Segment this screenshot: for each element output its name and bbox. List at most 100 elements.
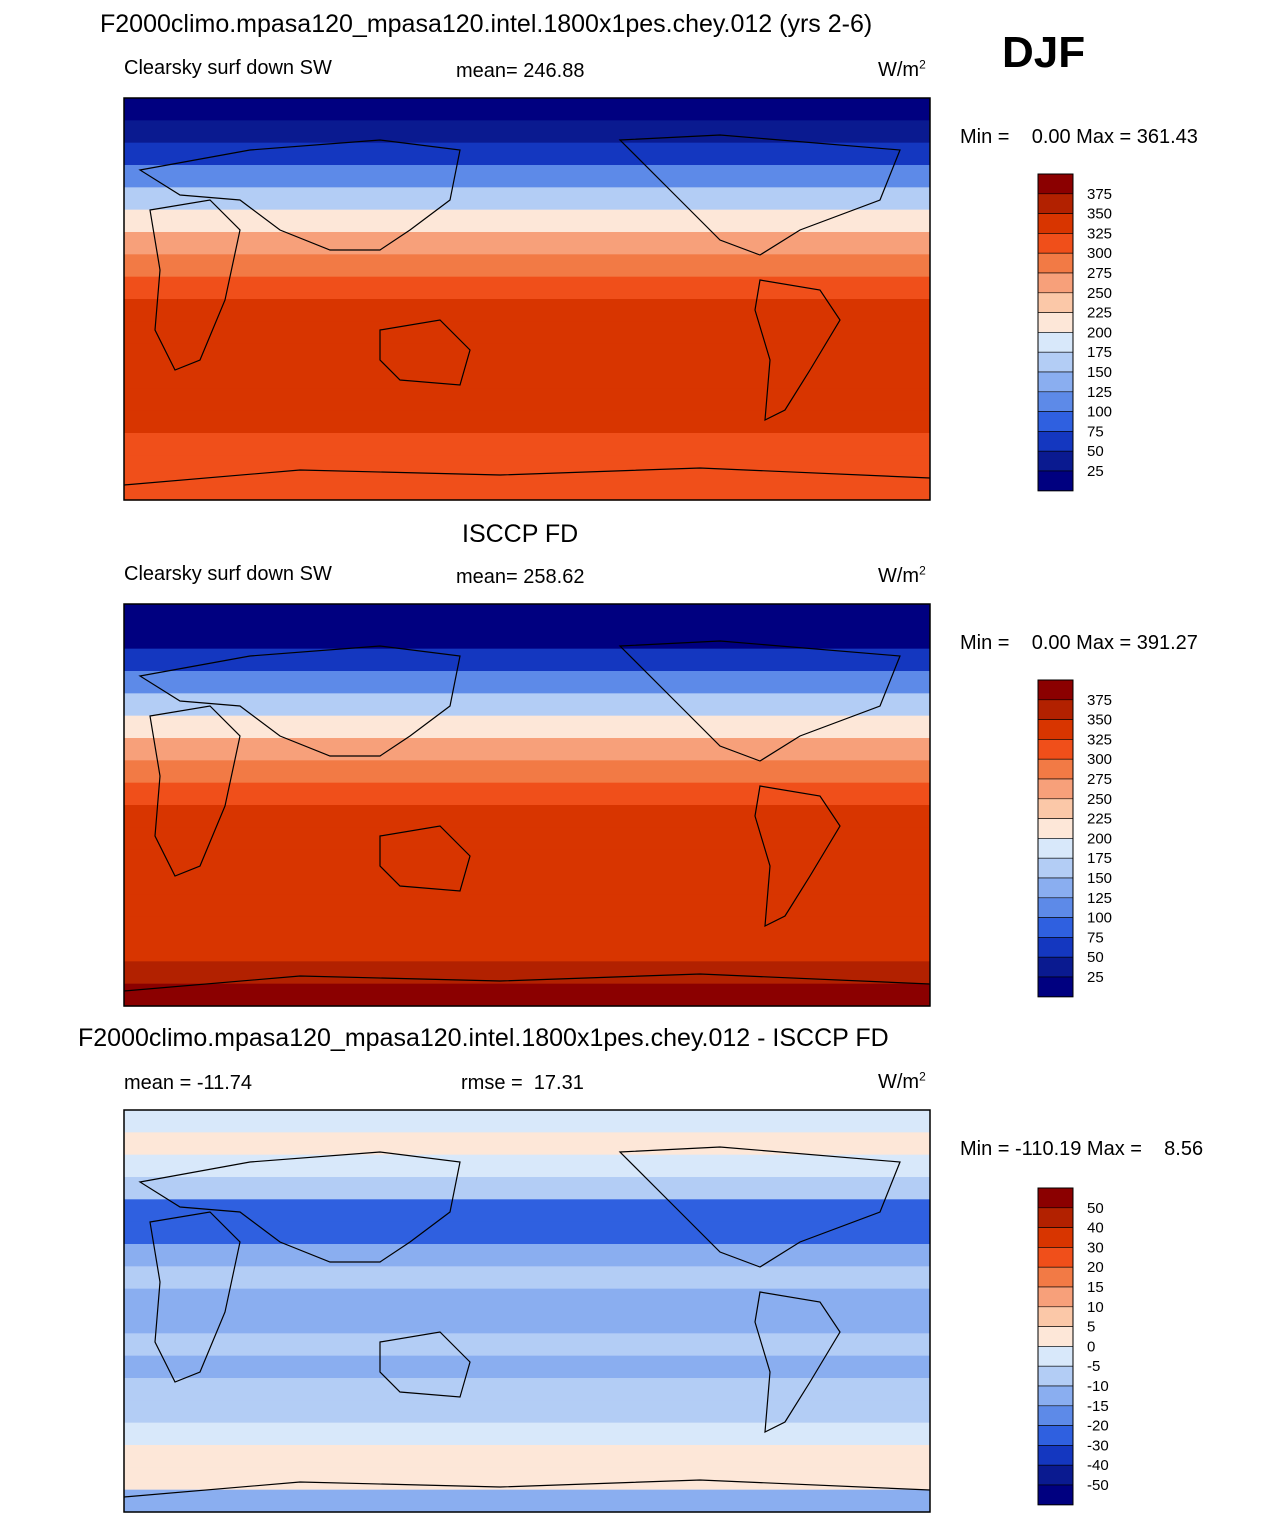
colorbar-tick-label: 325 <box>1087 731 1112 748</box>
map-band <box>124 760 930 784</box>
colorbar-box <box>1037 937 1074 958</box>
map-band <box>124 872 930 895</box>
map-band <box>124 1489 930 1513</box>
colorbar-tick-label: 10 <box>1087 1299 1104 1316</box>
colorbar-tick-label: -10 <box>1087 1378 1109 1395</box>
colorbar-box <box>1037 758 1074 780</box>
colorbar-tick-label: 275 <box>1087 771 1112 788</box>
colorbar-box <box>1037 213 1074 234</box>
colorbar-tick-label: 30 <box>1087 1239 1104 1256</box>
map-band <box>124 1311 930 1334</box>
colorbar-box <box>1037 332 1074 353</box>
diff-rmse-label: rmse = 17.31 <box>461 1072 584 1094</box>
colorbar-tick-label: 350 <box>1087 206 1112 223</box>
colorbar-tick-label: -20 <box>1087 1418 1109 1435</box>
colorbar-box <box>1037 1326 1074 1347</box>
map-band <box>124 1221 930 1245</box>
colorbar-tick-label: 50 <box>1087 1200 1104 1217</box>
map-band <box>124 1199 930 1223</box>
colorbar-box <box>1037 1405 1074 1426</box>
obs-title: ISCCP FD <box>462 520 579 548</box>
map-band <box>124 98 930 121</box>
colorbar-box <box>1037 1266 1074 1288</box>
colorbar-frame <box>1037 1187 1074 1506</box>
map-band <box>124 187 930 211</box>
colorbar-box <box>1037 431 1074 452</box>
colorbar-tick-label: 5 <box>1087 1319 1095 1336</box>
colorbar-box <box>1037 272 1074 294</box>
continent-outline <box>123 1479 931 1498</box>
map-band <box>124 1355 930 1379</box>
colorbar-tick-label: 100 <box>1087 910 1112 927</box>
colorbar-box <box>1037 1286 1074 1308</box>
map-band <box>124 165 930 188</box>
colorbar-box <box>1037 312 1074 333</box>
colorbar-box <box>1037 897 1074 918</box>
map-band <box>124 648 930 672</box>
colorbar-box <box>1037 173 1074 195</box>
map-band <box>124 433 930 456</box>
obs-mean-label: mean= 258.62 <box>456 566 585 588</box>
colorbar-box <box>1037 391 1074 412</box>
continent-outline <box>138 645 461 757</box>
continent-outline <box>379 1331 471 1398</box>
map-band <box>124 827 930 851</box>
map-band <box>124 455 930 479</box>
colorbar-tick-label: 15 <box>1087 1279 1104 1296</box>
map-band <box>124 343 930 367</box>
colorbar-frame <box>1037 679 1074 998</box>
diff-mean-label: mean = -11.74 <box>124 1072 253 1094</box>
map-band <box>124 321 930 345</box>
map-band <box>124 849 930 873</box>
main-title: F2000climo.mpasa120_mpasa120.intel.1800x… <box>100 10 873 38</box>
colorbar-box <box>1037 1207 1074 1228</box>
continent-outline <box>754 279 841 422</box>
colorbar-box <box>1037 292 1074 313</box>
colorbar-box <box>1037 1187 1074 1209</box>
map-band <box>124 983 930 1007</box>
continent-outline <box>618 134 901 256</box>
colorbar-tick-label: 40 <box>1087 1220 1104 1237</box>
colorbar-box <box>1037 371 1074 393</box>
map-band <box>124 1467 930 1491</box>
model-unit-label: W/m2 <box>878 57 926 81</box>
colorbar-box <box>1037 739 1074 760</box>
map-band <box>124 604 930 627</box>
colorbar-tick-label: 375 <box>1087 186 1112 203</box>
colorbar-tick-label: 300 <box>1087 751 1112 768</box>
map-band <box>124 782 930 806</box>
map-band <box>124 1132 930 1156</box>
continent-outline <box>379 825 471 892</box>
colorbar-box <box>1037 838 1074 859</box>
continent-outline <box>379 319 471 386</box>
colorbar-box <box>1037 1425 1074 1446</box>
colorbar-tick-label: 125 <box>1087 384 1112 401</box>
map-band <box>124 477 930 501</box>
map-band <box>124 916 930 940</box>
continent-outline <box>149 199 241 371</box>
colorbar-tick-label: 125 <box>1087 890 1112 907</box>
model-mean-label: mean= 246.88 <box>456 60 585 82</box>
colorbar-box <box>1037 193 1074 214</box>
colorbar-tick-label: 300 <box>1087 245 1112 262</box>
colorbar-box <box>1037 1365 1074 1387</box>
colorbar-tick-label: 50 <box>1087 443 1104 460</box>
model-field-label: Clearsky surf down SW <box>124 57 332 79</box>
colorbar-tick-label: 0 <box>1087 1338 1095 1355</box>
map-frame <box>123 97 931 501</box>
colorbar-box <box>1037 233 1074 254</box>
colorbar-tick-label: 325 <box>1087 225 1112 242</box>
map-frame <box>123 603 931 1007</box>
colorbar-box <box>1037 818 1074 839</box>
colorbar-tick-label: 75 <box>1087 423 1104 440</box>
colorbar-box <box>1037 470 1074 492</box>
map-band <box>124 299 930 322</box>
colorbar-frame <box>1037 173 1074 492</box>
map-band <box>124 1333 930 1357</box>
colorbar-tick-label: 375 <box>1087 692 1112 709</box>
colorbar-box <box>1037 411 1074 432</box>
model-minmax-label: Min = 0.00 Max = 361.43 <box>960 126 1198 148</box>
colorbar-tick-label: 25 <box>1087 463 1104 480</box>
colorbar-box <box>1037 252 1074 274</box>
